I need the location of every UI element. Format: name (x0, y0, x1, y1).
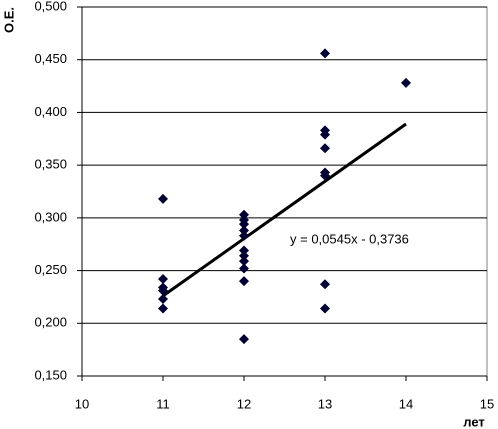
point (239, 225, 249, 236)
point (239, 276, 249, 287)
point (158, 303, 168, 314)
point (158, 294, 168, 305)
x-axis-label: лет (463, 414, 485, 429)
trendline-equation: y = 0,0545x - 0,3736 (290, 231, 409, 246)
point (239, 230, 249, 241)
y-tick-label: 0,400 (34, 104, 67, 119)
y-tick-label: 0,350 (34, 157, 67, 172)
point (320, 170, 330, 181)
point (239, 245, 249, 256)
point (239, 334, 249, 345)
point (158, 193, 168, 204)
x-tick-label: 11 (156, 396, 170, 411)
point (239, 263, 249, 274)
point (239, 209, 249, 220)
point (158, 274, 168, 285)
point (239, 256, 249, 267)
plot-area (81, 6, 488, 377)
x-tick-label: 12 (237, 396, 251, 411)
y-tick-label: 0,250 (34, 262, 67, 277)
point (239, 250, 249, 261)
y-tick-label: 0,500 (34, 0, 67, 13)
y-tick-label: 0,300 (34, 209, 67, 224)
x-tick-label: 10 (75, 396, 89, 411)
x-tick-label: 14 (399, 396, 413, 411)
x-tick-label: 13 (318, 396, 332, 411)
y-tick-label: 0,450 (34, 51, 67, 66)
point (320, 279, 330, 290)
point (320, 143, 330, 154)
y-tick-label: 0,200 (34, 315, 67, 330)
point (158, 285, 168, 296)
point (239, 219, 249, 230)
point (401, 77, 411, 88)
point (320, 129, 330, 140)
point (320, 48, 330, 59)
y-axis-label: О.Е. (1, 7, 16, 33)
y-tick-label: 0,150 (34, 367, 67, 382)
point (320, 303, 330, 314)
x-tick-label: 15 (480, 396, 494, 411)
trendline (162, 122, 407, 298)
